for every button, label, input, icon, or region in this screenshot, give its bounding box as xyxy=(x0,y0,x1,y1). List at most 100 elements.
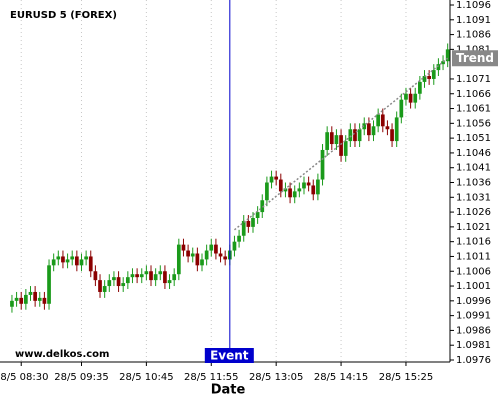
candle-body xyxy=(316,179,320,195)
candle-body xyxy=(130,274,135,278)
candle-body xyxy=(153,274,158,281)
candle-body xyxy=(19,297,24,304)
candle-body xyxy=(306,182,311,186)
candle-body xyxy=(10,300,14,307)
candle-body xyxy=(246,220,251,227)
candle-body xyxy=(107,280,112,287)
candle-body xyxy=(255,212,260,218)
trend-label-box xyxy=(452,50,498,67)
x-tick-label: 28/5 14:15 xyxy=(314,372,368,383)
candle-body xyxy=(56,256,61,260)
candle-body xyxy=(274,176,279,180)
candle-body xyxy=(445,49,450,62)
candle-body xyxy=(135,274,139,278)
y-tick-label: 1.1041 xyxy=(456,163,491,174)
candle-body xyxy=(47,265,51,304)
y-tick-label: 1.1071 xyxy=(456,74,491,85)
candle-body xyxy=(218,253,223,257)
candle-body xyxy=(190,253,195,257)
candle-body xyxy=(163,271,167,284)
y-tick-label: 1.1091 xyxy=(456,15,491,26)
candle-body xyxy=(42,297,47,304)
candle-body xyxy=(102,286,107,292)
candle-body xyxy=(112,277,116,281)
x-tick-label: 28/5 10:45 xyxy=(119,372,173,383)
candle-body xyxy=(302,182,306,189)
candle-body xyxy=(232,241,237,251)
candle-body xyxy=(353,129,357,142)
candle-body xyxy=(422,76,427,82)
y-tick-label: 1.1051 xyxy=(456,133,491,144)
candle-body xyxy=(390,129,394,142)
candle-body xyxy=(399,99,404,118)
y-tick-label: 1.0986 xyxy=(456,325,491,336)
candle-body xyxy=(427,76,431,79)
candle-body xyxy=(33,291,37,301)
candle-body xyxy=(158,271,163,275)
y-tick-label: 1.1061 xyxy=(456,104,491,115)
x-tick-label: 28/5 13:05 xyxy=(249,372,303,383)
y-tick-label: 1.0981 xyxy=(456,340,491,351)
y-tick-label: 1.1011 xyxy=(456,251,491,262)
y-tick-label: 1.0991 xyxy=(456,311,491,322)
candle-body xyxy=(311,185,316,195)
candle-body xyxy=(37,297,42,301)
candle-body xyxy=(339,135,343,156)
candle-body xyxy=(394,117,399,142)
candle-body xyxy=(431,70,436,79)
y-tick-label: 1.0996 xyxy=(456,296,491,307)
y-tick-label: 1.1096 xyxy=(456,0,491,11)
candle-body xyxy=(214,244,218,254)
candle-body xyxy=(28,291,33,295)
trend-line xyxy=(233,57,449,231)
candle-body xyxy=(334,135,339,145)
x-tick-label: 28/5 11:55 xyxy=(184,372,238,383)
candle-body xyxy=(139,274,144,278)
candle-body xyxy=(98,280,102,292)
x-tick-label: 28/5 09:35 xyxy=(54,372,108,383)
candle-body xyxy=(144,271,149,275)
chart-title: EURUSD 5 (FOREX) xyxy=(10,10,117,21)
x-axis-title: Date xyxy=(211,383,246,398)
y-tick-label: 1.1016 xyxy=(456,237,491,248)
candle-body xyxy=(278,179,283,192)
y-tick-label: 1.1036 xyxy=(456,178,491,189)
x-tick-label: 28/5 15:25 xyxy=(379,372,433,383)
candle-body xyxy=(79,259,84,266)
candle-body xyxy=(260,200,265,213)
y-tick-label: 1.1081 xyxy=(456,44,491,55)
y-tick-label: 1.1056 xyxy=(456,118,491,129)
candle-body xyxy=(209,244,214,251)
y-tick-label: 1.1001 xyxy=(456,281,491,292)
candle-body xyxy=(376,114,381,127)
candle-body xyxy=(14,297,19,301)
y-tick-label: 1.0976 xyxy=(456,355,491,366)
y-tick-label: 1.1086 xyxy=(456,30,491,41)
candle-body xyxy=(325,132,330,150)
candle-body xyxy=(181,244,186,251)
candle-body xyxy=(404,93,408,100)
x-tick-label: 28/5 08:30 xyxy=(0,372,48,383)
candle-body xyxy=(186,250,190,257)
candle-body xyxy=(320,149,325,180)
candle-body xyxy=(176,244,181,275)
candle-body xyxy=(65,259,70,263)
candle-body xyxy=(223,256,228,260)
candle-body xyxy=(283,188,288,192)
candle-body xyxy=(167,280,172,284)
candle-body xyxy=(70,256,75,260)
candle-body xyxy=(116,277,121,287)
candle-body xyxy=(93,271,98,281)
candle-body xyxy=(251,218,255,227)
candle-body xyxy=(241,220,246,236)
candle-body xyxy=(84,256,88,260)
candle-body xyxy=(61,256,65,263)
y-tick-label: 1.1031 xyxy=(456,192,491,203)
candle-body xyxy=(195,253,200,266)
candle-body xyxy=(292,191,297,198)
y-tick-label: 1.1006 xyxy=(456,266,491,277)
candle-body xyxy=(149,271,153,281)
candle-body xyxy=(436,64,441,71)
